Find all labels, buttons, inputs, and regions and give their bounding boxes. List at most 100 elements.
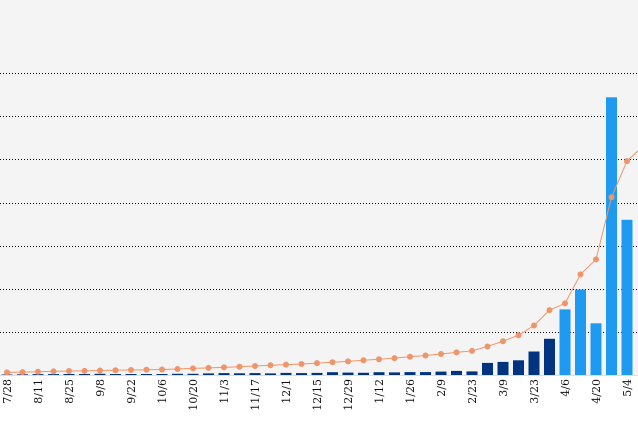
line-point-2/23: [469, 347, 475, 354]
bar-1/5: [358, 372, 369, 375]
bar-3/9: [497, 361, 509, 375]
bar-4/6: [559, 309, 571, 375]
line-point-3/16: [515, 332, 522, 339]
x-tick-label: 10/6: [156, 379, 169, 404]
bar-1/19: [389, 372, 400, 375]
bars: [1, 97, 633, 376]
line-point-12/8: [298, 361, 305, 367]
bar-10/13: [172, 373, 183, 375]
bar-11/24: [265, 373, 276, 375]
line-point-11/10: [236, 363, 243, 370]
line-point-1/12: [376, 356, 382, 363]
bar-2/23: [466, 371, 478, 375]
line-point-7/28: [4, 369, 10, 376]
line-point-3/9: [500, 338, 506, 345]
bar-5/4: [621, 219, 633, 376]
x-tick-label: 9/8: [94, 379, 107, 397]
line-point-12/29: [345, 358, 351, 365]
bar-10/27: [203, 373, 214, 375]
grid-lines: [0, 73, 638, 333]
line-point-4/6: [562, 300, 568, 307]
x-tick-label: 11/17: [249, 379, 262, 411]
bar-11/17: [249, 373, 261, 375]
bar-1/12: [373, 372, 385, 375]
line-point-1/5: [360, 357, 367, 364]
plot-background: [0, 0, 638, 375]
x-tick-label: 12/1: [280, 379, 293, 404]
line-point-4/20: [593, 256, 599, 263]
line-point-11/3: [221, 364, 227, 371]
bar-8/25: [63, 374, 75, 375]
bar-2/2: [420, 372, 431, 375]
bar-12/8: [296, 373, 307, 375]
line-point-3/30: [546, 307, 553, 314]
line-point-2/2: [422, 352, 429, 359]
bar-3/2: [482, 362, 493, 375]
line-point-10/13: [174, 366, 181, 372]
line-point-3/23: [531, 322, 537, 329]
line-point-9/22: [128, 367, 134, 373]
bar-9/1: [79, 374, 90, 375]
bar-4/20: [590, 323, 602, 376]
bar-1/26: [404, 372, 416, 375]
line-point-12/1: [283, 361, 289, 368]
line-point-8/25: [66, 368, 72, 374]
x-tick-label: 7/28: [1, 379, 14, 404]
x-tick-label: 8/11: [32, 379, 45, 404]
x-tick-label: 4/20: [590, 379, 603, 404]
line-point-9/1: [81, 367, 88, 374]
bar-10/20: [187, 373, 199, 375]
line-point-9/8: [97, 367, 103, 374]
bar-11/3: [218, 373, 230, 375]
line-point-4/13: [577, 271, 584, 278]
bar-11/10: [234, 373, 245, 375]
bar-12/1: [280, 372, 292, 375]
bar-9/8: [94, 373, 106, 375]
x-tick-label: 10/20: [187, 379, 200, 411]
x-tick-label: 2/9: [435, 379, 448, 397]
bar-3/16: [513, 360, 524, 375]
bar-9/15: [110, 374, 121, 375]
bar-9/29: [141, 374, 152, 375]
x-tick-label: 4/6: [559, 379, 572, 397]
x-axis: 7/28 8/11 8/25 9/8 9/22 10/6 10/20 11/3 11/17 12/…: [0, 375, 638, 411]
bar-4/13: [575, 289, 586, 375]
x-tick-label: 1/26: [404, 379, 417, 404]
bar-12/29: [342, 372, 354, 375]
line-point-12/22: [329, 359, 336, 366]
bar-10/6: [156, 374, 168, 375]
line-point-10/20: [190, 365, 196, 372]
line-point-8/18: [50, 368, 57, 375]
line-point-1/19: [391, 355, 398, 362]
line-point-5/4: [624, 158, 630, 165]
line-point-10/6: [159, 366, 165, 373]
line-point-11/17: [252, 363, 258, 369]
line-point-8/11: [35, 368, 41, 375]
bar-8/18: [48, 374, 59, 375]
bar-12/15: [311, 372, 323, 375]
x-tick-label: 11/3: [218, 379, 231, 404]
bar-2/16: [451, 370, 462, 375]
line-point-8/4: [19, 369, 26, 376]
line-point-9/29: [143, 366, 150, 373]
x-tick-label: 1/12: [373, 379, 386, 404]
line-point-2/9: [438, 351, 444, 357]
line-point-11/24: [267, 362, 274, 369]
x-tick-label: 2/23: [466, 379, 479, 404]
bar-4/27: [606, 97, 617, 376]
line-point-1/26: [407, 353, 413, 360]
x-tick-label: 3/23: [528, 379, 541, 404]
line-point-10/27: [205, 364, 212, 371]
bar-12/22: [327, 372, 338, 375]
line-point-9/15: [112, 367, 119, 374]
cumulative-line: [4, 150, 638, 376]
bar-9/22: [125, 374, 137, 375]
x-tick-label: 9/22: [125, 379, 138, 404]
x-tick-label: 12/15: [311, 379, 324, 411]
bar-3/23: [528, 351, 540, 375]
x-tick-label: 5/4: [621, 379, 634, 397]
line-point-12/15: [314, 360, 320, 367]
bar-2/9: [435, 371, 447, 375]
